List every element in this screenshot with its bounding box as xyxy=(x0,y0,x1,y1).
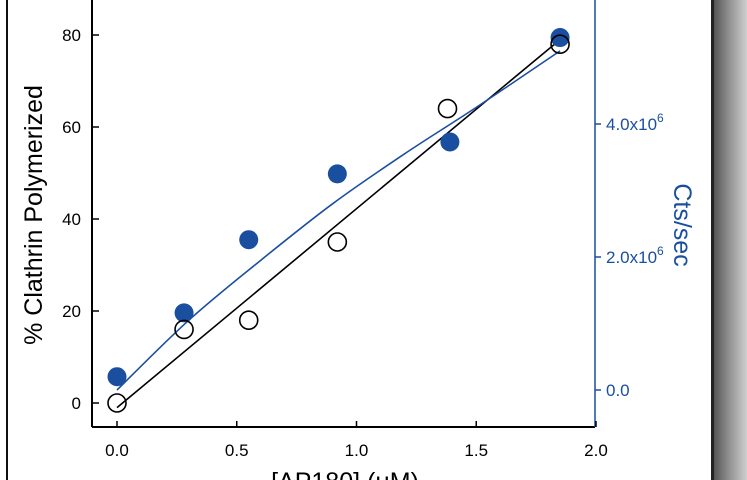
y-tick-label: 60 xyxy=(62,118,81,137)
y-tick-label: 80 xyxy=(62,26,81,45)
open-circle-point xyxy=(107,393,127,413)
y-right-axis-label: Cts/sec xyxy=(668,183,696,266)
y-tick-label: 0 xyxy=(72,394,81,413)
open-circle-point xyxy=(437,98,458,119)
y-right-tick-label: 0.0 xyxy=(606,381,630,400)
y-tick-label: 40 xyxy=(62,210,81,229)
filled-circle-point xyxy=(550,28,570,48)
filled-circle-point xyxy=(440,132,460,152)
frame-border-right xyxy=(711,0,714,480)
open-circle-point xyxy=(550,34,570,55)
frame-border-left xyxy=(6,0,8,480)
x-tick-label: 1.0 xyxy=(345,441,369,460)
y-tick-label: 20 xyxy=(62,302,81,321)
frame-shadow xyxy=(714,0,747,480)
filled-circle-point xyxy=(239,230,259,250)
x-axis-label: [AP180] (μM) xyxy=(271,468,419,480)
y-right-tick-label: 2.0x106 xyxy=(606,244,664,267)
x-tick-label: 0.0 xyxy=(105,441,129,460)
x-tick-label: 2.0 xyxy=(584,441,608,460)
filled-circle-point xyxy=(327,164,347,184)
filled-circle-point xyxy=(107,367,127,387)
y-right-tick-label: 4.0x106 xyxy=(606,111,664,134)
y-axis-label: % Clathrin Polymerized xyxy=(20,85,48,345)
x-tick-label: 0.5 xyxy=(225,441,249,460)
open-circle-point xyxy=(238,310,259,331)
open-circle-point xyxy=(327,232,348,252)
open-circle-point xyxy=(174,319,194,340)
filled-circle-point xyxy=(174,303,194,323)
x-tick-label: 1.5 xyxy=(464,441,488,460)
